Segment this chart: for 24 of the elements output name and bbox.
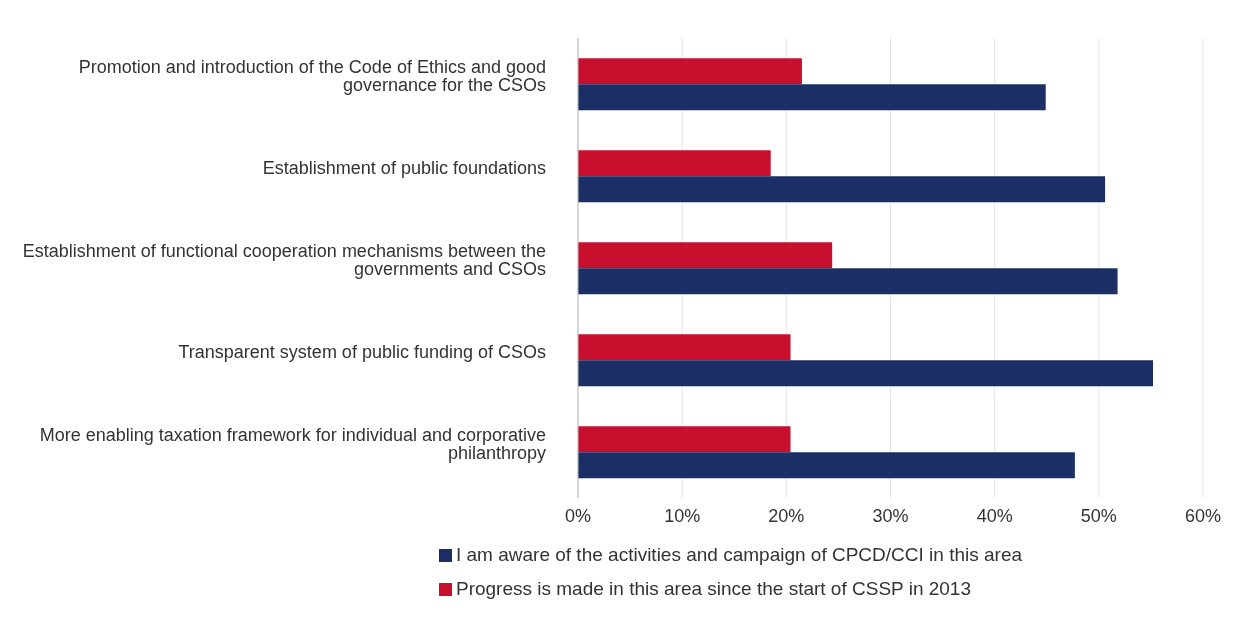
x-tick-label: 0% bbox=[564, 506, 592, 526]
y-tick-label: More enabling taxation framework for individual and corporative philanthropy bbox=[39, 425, 546, 464]
legend-label: I am aware of the activities and campaign of CPCD/CCI in this area bbox=[455, 544, 1023, 565]
x-tick-label: 20% bbox=[768, 506, 805, 526]
bar bbox=[578, 426, 791, 453]
x-tick-label: 10% bbox=[664, 506, 701, 526]
bar bbox=[578, 150, 771, 177]
x-tick-label: 60% bbox=[1184, 506, 1222, 526]
bar bbox=[578, 58, 802, 85]
bar bbox=[578, 176, 1106, 203]
legend-label: Progress is made in this area since the start of CSSP in 2013 bbox=[455, 578, 972, 599]
bar bbox=[578, 242, 833, 269]
bar bbox=[578, 452, 1075, 479]
bar bbox=[578, 360, 1153, 387]
y-tick-label: Transparent system of public funding of CSOs bbox=[178, 342, 546, 363]
x-tick-label: 50% bbox=[1080, 506, 1117, 526]
y-tick-label: Promotion and introduction of the Code of Ethics and good governance for the CSOs bbox=[78, 57, 546, 96]
y-tick-label: Establishment of functional cooperation mechanisms between the governments and CSOs bbox=[22, 241, 546, 280]
bar bbox=[578, 268, 1118, 295]
x-tick-label: 30% bbox=[872, 506, 909, 526]
y-tick-label: Establishment of public foundations bbox=[262, 158, 546, 179]
x-tick-label: 40% bbox=[976, 506, 1013, 526]
bar bbox=[578, 84, 1046, 111]
bar bbox=[578, 334, 791, 361]
